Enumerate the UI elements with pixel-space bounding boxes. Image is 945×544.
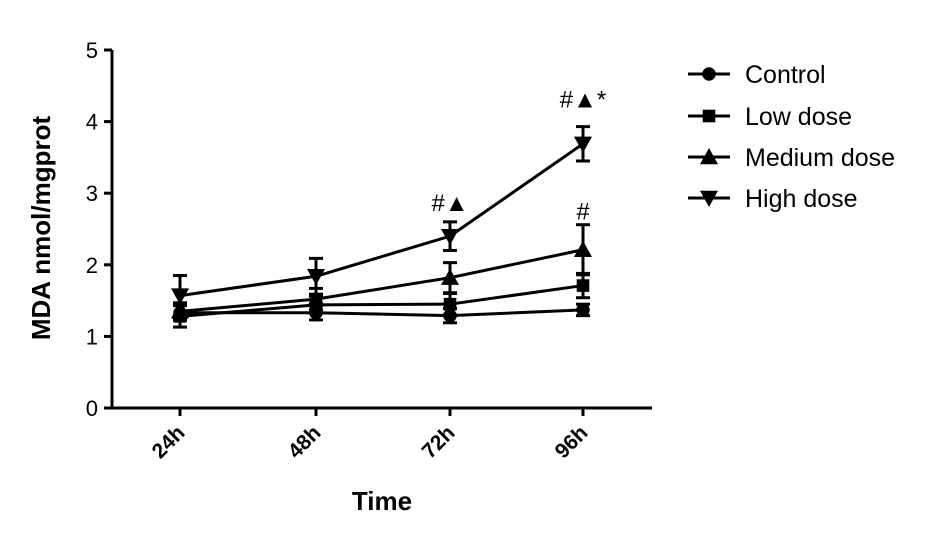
- annotations: #▲ #▲* #: [431, 86, 606, 225]
- series-high-dose: [171, 125, 592, 318]
- marker-circle: [576, 303, 590, 317]
- legend-item-control: Control: [688, 61, 826, 89]
- y-tick-label: 1: [86, 324, 98, 349]
- legend-item-high-dose: High dose: [688, 185, 858, 213]
- series-low-dose: [173, 271, 590, 329]
- x-tick-label: 96h: [551, 421, 593, 463]
- marker-square: [702, 109, 716, 123]
- marker-triangle-down: [171, 288, 189, 305]
- legend: Control Low dose Medium dose High dose: [688, 61, 895, 213]
- significance-annotation: #▲*: [560, 86, 606, 113]
- marker-triangle-down: [700, 190, 718, 207]
- y-tick-label: 4: [86, 110, 98, 135]
- legend-label: Medium dose: [745, 144, 895, 172]
- y-tick-label: 5: [86, 38, 98, 63]
- x-tick-label: 24h: [148, 421, 190, 463]
- series-line: [180, 308, 584, 318]
- y-tick-label: 3: [86, 181, 98, 206]
- y-tick-label: 0: [86, 396, 98, 421]
- marker-triangle-up: [700, 148, 718, 165]
- marker-triangle-down: [574, 136, 592, 153]
- series-line: [179, 248, 584, 313]
- series-line: [179, 142, 584, 298]
- marker-triangle-up: [441, 268, 459, 285]
- legend-label: High dose: [745, 185, 858, 213]
- x-tick-label: 48h: [284, 421, 326, 463]
- legend-label: Control: [745, 61, 826, 89]
- marker-square: [576, 279, 590, 292]
- y-tick-label: 2: [86, 253, 98, 278]
- series-line: [179, 284, 584, 318]
- x-axis-title: Time: [352, 486, 412, 516]
- x-tick-label: 72h: [418, 421, 460, 463]
- marker-square: [443, 297, 457, 311]
- series-layer: [171, 125, 592, 329]
- significance-annotation: #: [576, 199, 590, 226]
- marker-triangle-down: [307, 269, 325, 286]
- legend-label: Low dose: [745, 103, 852, 131]
- marker-triangle-up: [307, 290, 325, 307]
- legend-item-low-dose: Low dose: [688, 103, 852, 131]
- y-axis-title: MDA nmol/mgprot: [26, 115, 56, 340]
- significance-annotation: #▲: [431, 190, 468, 217]
- legend-item-medium-dose: Medium dose: [688, 144, 895, 172]
- marker-triangle-down: [441, 228, 459, 246]
- marker-triangle-up: [574, 240, 592, 257]
- marker-circle: [702, 67, 716, 81]
